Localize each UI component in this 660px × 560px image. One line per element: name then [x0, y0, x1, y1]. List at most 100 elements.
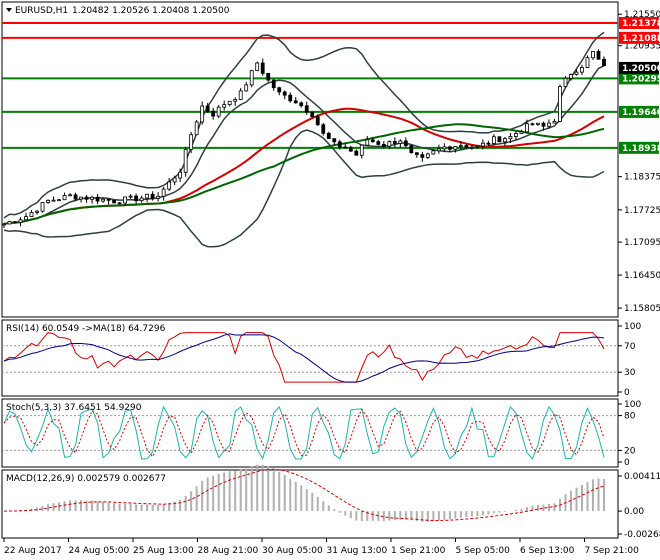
candle-body [458, 145, 463, 147]
price-tick-label: 1.15805 [624, 304, 660, 314]
candle-body [266, 72, 271, 81]
bollinger-lower [3, 129, 605, 248]
candle-body [442, 146, 447, 150]
indicator-tick-label: 30 [624, 368, 636, 378]
candle-body [420, 154, 425, 158]
price-tick-label: 1.18375 [624, 173, 660, 183]
candle-body [381, 143, 386, 147]
candle-body [112, 199, 116, 204]
time-tick-label: 5 Sep 05:00 [456, 546, 511, 556]
candle-body [585, 57, 590, 68]
indicator-tick-label: 0.00 [624, 507, 644, 517]
level-price-label: 1.20295 [622, 74, 660, 84]
ma-green [3, 123, 605, 225]
candle-body [189, 134, 194, 150]
candle-body [425, 153, 430, 158]
candle-body [200, 105, 205, 123]
candle-body [172, 177, 177, 183]
candle-body [563, 77, 568, 87]
candle-body [95, 196, 100, 202]
candle-body [84, 196, 89, 200]
candle-body [299, 102, 304, 107]
candle-body [398, 140, 403, 144]
candle-body [73, 194, 78, 200]
candle-body [18, 219, 23, 223]
candle-body [2, 223, 6, 226]
time-tick-label: 24 Aug 05:00 [69, 546, 130, 556]
time-tick-label: 1 Sep 21:00 [391, 546, 446, 556]
macd-signal-line [3, 468, 605, 522]
candle-body [558, 86, 562, 122]
candle-body [101, 198, 105, 202]
candle-body [574, 71, 579, 75]
candle-body [310, 111, 315, 118]
level-price-box [619, 141, 659, 154]
candle-body [475, 145, 480, 148]
level-price-box [619, 105, 659, 118]
indicator-tick-label: 100 [624, 322, 641, 332]
indicator-tick-label: 0 [624, 458, 630, 468]
macd-panel [1, 469, 619, 539]
stoch-k-line [3, 405, 605, 460]
rsi-panel [1, 319, 619, 397]
candle-body [536, 122, 540, 125]
candle-body [167, 181, 172, 190]
candle-body [503, 138, 507, 143]
candle-body [244, 84, 249, 92]
candle-body [552, 120, 557, 124]
candle-body [315, 116, 320, 126]
time-tick-label: 25 Aug 13:00 [133, 546, 194, 556]
candle-body [46, 199, 50, 203]
candle-body [359, 144, 364, 156]
candle-body [238, 90, 243, 100]
candle-body [392, 141, 397, 144]
time-tick-label: 28 Aug 21:00 [198, 546, 259, 556]
candle-body [90, 196, 94, 200]
level-price-label: 1.18938 [622, 144, 660, 154]
candle-body [326, 132, 331, 140]
candle-body [409, 145, 414, 154]
candle-body [13, 221, 17, 224]
candle-body [7, 221, 12, 225]
candle-body [387, 141, 392, 147]
candle-body [293, 100, 298, 104]
chart-symbol: EURUSD,H1 [15, 6, 68, 16]
indicator-tick-label: 0.004113 [624, 472, 660, 482]
stoch-d-line [3, 408, 605, 458]
candle-body [447, 146, 452, 150]
candle-body [403, 140, 408, 146]
candle-body [365, 139, 370, 146]
candle-body [255, 62, 260, 72]
macd-title: MACD(12,26,9) 0.002579 0.002677 [6, 474, 166, 484]
bollinger-upper [3, 31, 605, 219]
time-tick-label: 31 Aug 13:00 [327, 546, 388, 556]
candle-body [145, 193, 150, 199]
dropdown-triangle-icon[interactable] [6, 8, 12, 12]
candle-body [29, 211, 34, 218]
candle-body [453, 146, 458, 150]
candle-body [134, 195, 139, 202]
candle-body [469, 146, 474, 149]
candle-body [514, 133, 518, 137]
candle-body [486, 142, 491, 145]
time-tick-label: 30 Aug 05:00 [262, 546, 323, 556]
level-price-box [619, 72, 659, 85]
price-tick-label: 1.17095 [624, 238, 660, 248]
candle-body [414, 152, 419, 155]
candle-body [117, 202, 122, 205]
stoch-panel [1, 398, 619, 468]
level-price-box [619, 17, 659, 30]
candle-body [530, 123, 535, 126]
candle-body [139, 197, 144, 202]
candle-body [211, 110, 216, 117]
candle-body [24, 216, 28, 221]
indicator-tick-label: 80 [624, 412, 636, 422]
candle-body [492, 136, 496, 144]
candle-body [51, 199, 56, 202]
time-tick-label: 22 Aug 2017 [4, 546, 62, 556]
indicator-tick-label: 20 [624, 446, 636, 456]
candle-body [497, 136, 502, 143]
candle-body [205, 105, 210, 112]
ma-fast [3, 65, 605, 225]
